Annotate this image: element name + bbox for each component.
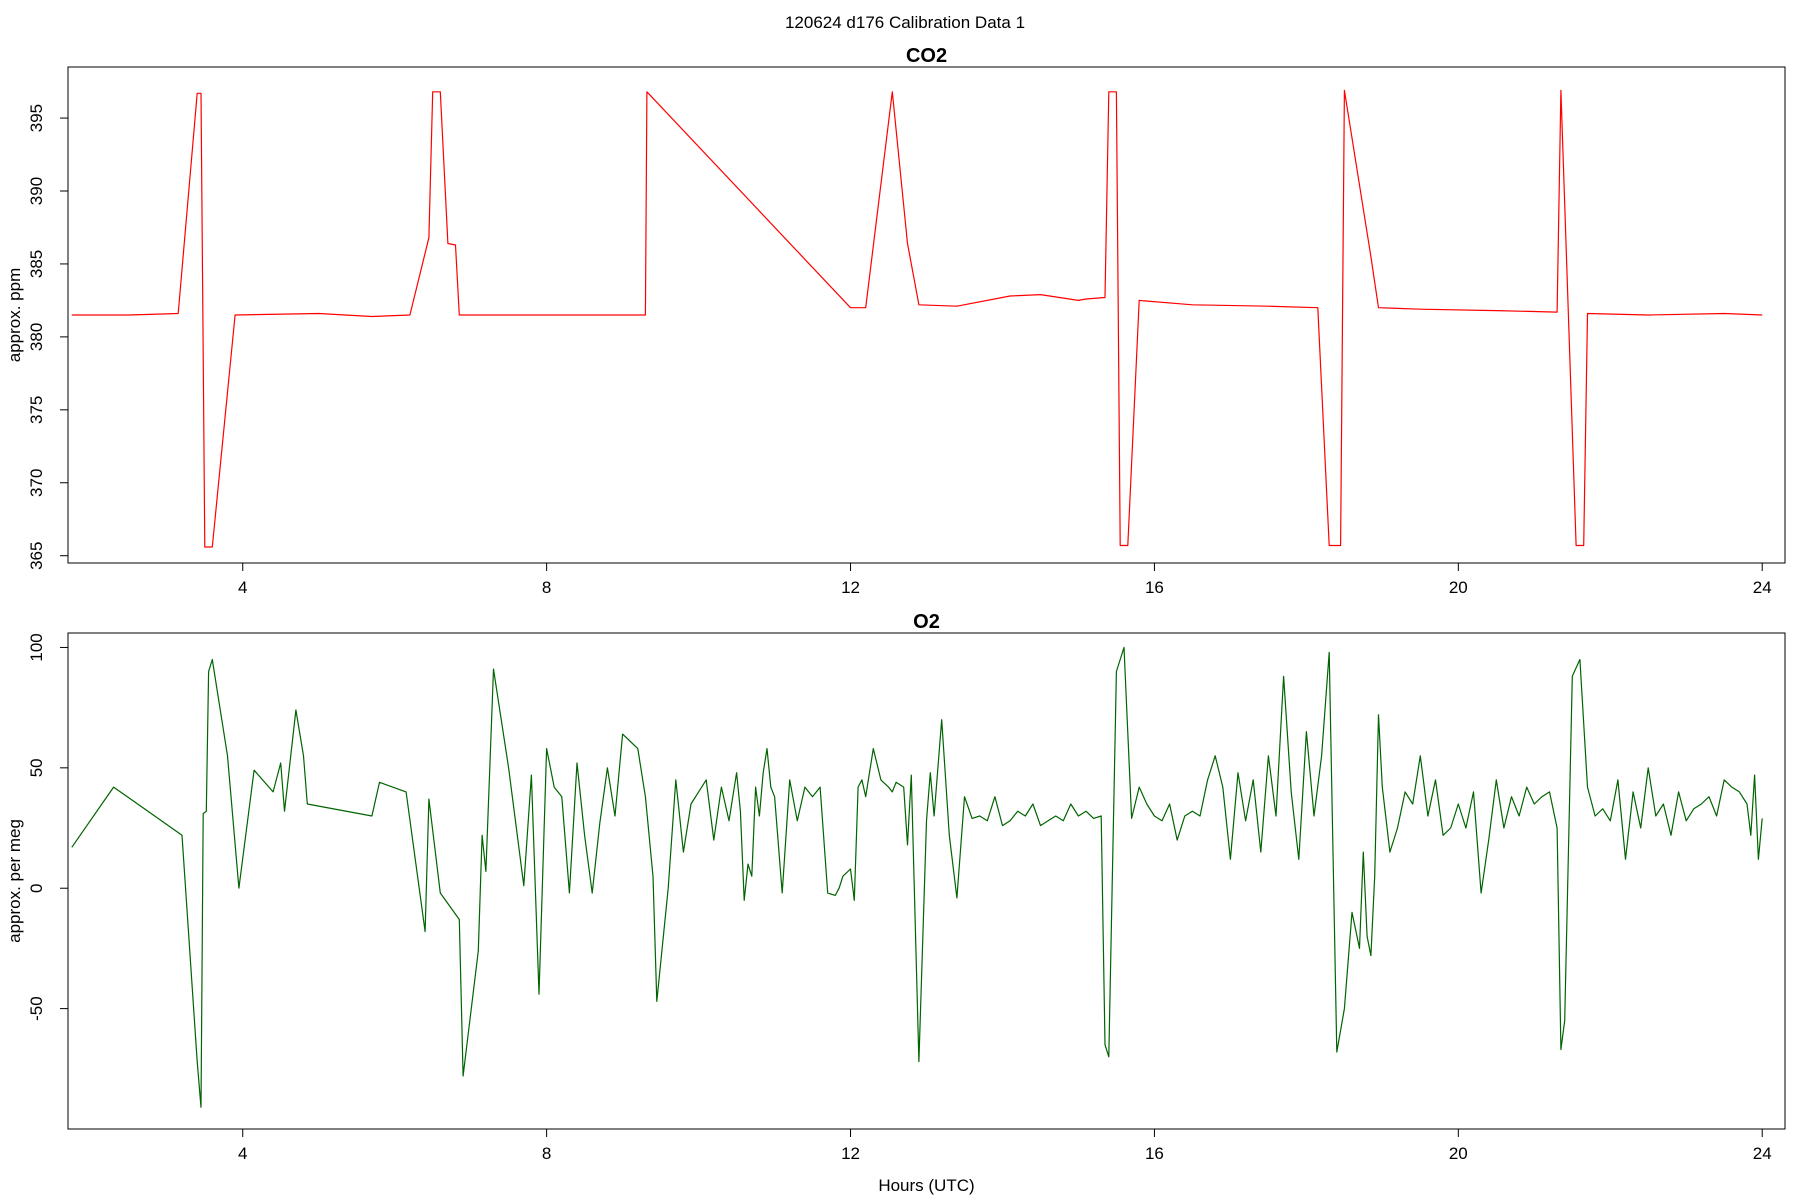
- co2-panel: CO2 approx. ppm 4 8 12 16 20 24 3653703753803…: [5, 45, 1786, 597]
- x-tick-label: 24: [1753, 578, 1772, 597]
- x-tick-label: 24: [1753, 1144, 1772, 1163]
- y-tick-label: -50: [27, 996, 46, 1021]
- y-tick-label: 100: [27, 633, 46, 661]
- y-tick-label: 0: [27, 883, 46, 892]
- y-tick-label: 365: [27, 542, 46, 570]
- o2-y-axis: -50 0 50 100: [27, 633, 68, 1021]
- o2-panel-title: O2: [913, 611, 940, 633]
- co2-series-line: [71, 89, 1763, 548]
- x-tick-label: 8: [542, 1144, 551, 1163]
- y-tick-label: 380: [27, 323, 46, 351]
- figure-suptitle: 120624 d176 Calibration Data 1: [785, 13, 1025, 32]
- x-tick-label: 12: [841, 578, 860, 597]
- co2-x-axis: 4 8 12 16 20 24: [238, 563, 1772, 597]
- y-tick-label: 370: [27, 469, 46, 497]
- x-tick-label: 12: [841, 1144, 860, 1163]
- o2-y-axis-label: approx. per meg: [5, 819, 24, 943]
- o2-plot-frame: [67, 632, 1786, 1130]
- o2-x-axis: 4 8 12 16 20 24: [238, 1129, 1772, 1163]
- y-tick-label: 375: [27, 396, 46, 424]
- o2-panel: O2 approx. per meg Hours (UTC) 4 8 12 16 20 2…: [5, 611, 1786, 1195]
- x-tick-label: 20: [1449, 578, 1468, 597]
- co2-series: [71, 89, 1763, 548]
- y-tick-label: 50: [27, 758, 46, 777]
- y-tick-label: 390: [27, 177, 46, 205]
- co2-y-axis: 365 370 375 380 385 390 395: [27, 104, 68, 570]
- y-tick-label: 385: [27, 250, 46, 278]
- o2-series-line: [71, 646, 1763, 1108]
- x-tick-label: 4: [238, 1144, 247, 1163]
- x-tick-label: 4: [238, 578, 247, 597]
- o2-series: [71, 646, 1763, 1108]
- x-tick-label: 16: [1145, 1144, 1164, 1163]
- o2-x-axis-label: Hours (UTC): [878, 1176, 974, 1195]
- co2-panel-title: CO2: [906, 45, 947, 67]
- co2-plot-frame: [67, 66, 1786, 564]
- y-tick-label: 395: [27, 104, 46, 132]
- x-tick-label: 8: [542, 578, 551, 597]
- x-tick-label: 16: [1145, 578, 1164, 597]
- co2-y-axis-label: approx. ppm: [5, 268, 24, 363]
- x-tick-label: 20: [1449, 1144, 1468, 1163]
